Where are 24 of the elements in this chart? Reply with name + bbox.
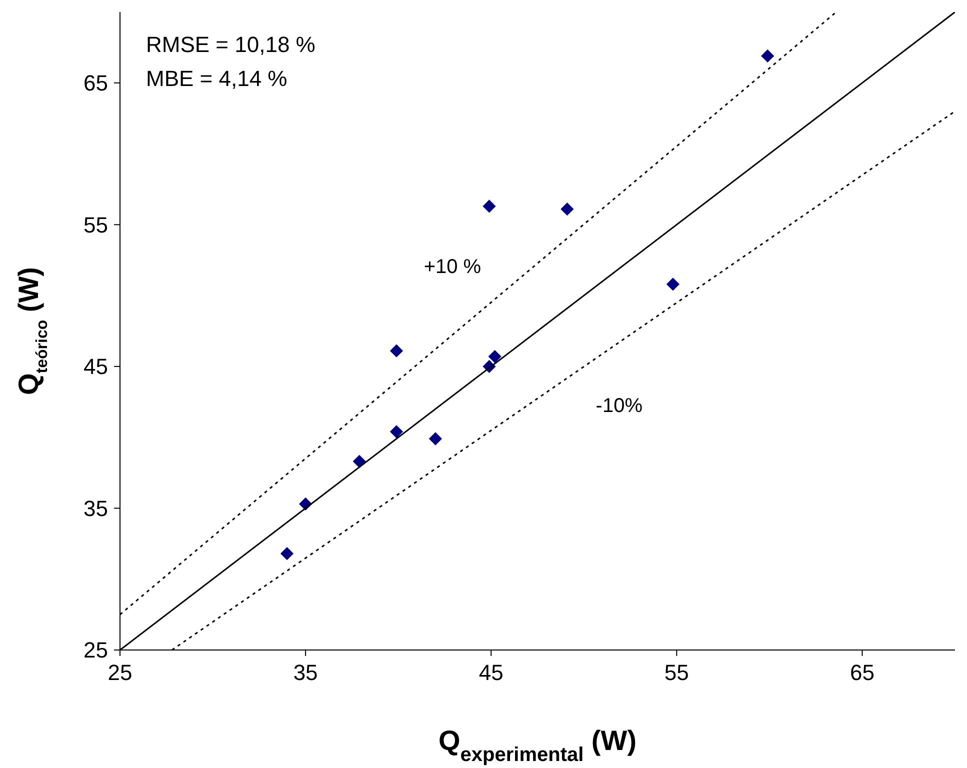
x-tick-label: 45 xyxy=(478,660,504,685)
y-tick-label: 55 xyxy=(84,212,108,238)
annotation: MBE = 4,14 % xyxy=(146,66,288,91)
x-axis-title: Q$_{experimental}$ (W) xyxy=(438,725,637,766)
x-tick-label: 55 xyxy=(664,660,689,685)
point xyxy=(761,49,774,63)
point xyxy=(428,432,442,446)
point xyxy=(482,200,496,213)
point xyxy=(560,202,574,216)
annotation: RMSE = 10,18 % xyxy=(146,32,316,57)
point xyxy=(488,350,502,364)
x-tick-label: 35 xyxy=(293,660,318,685)
point xyxy=(666,278,680,291)
point xyxy=(390,344,404,358)
x-tick-label: 25 xyxy=(108,660,132,685)
y-tick-label: 65 xyxy=(84,70,108,96)
series-label: +10 % xyxy=(424,256,482,278)
y-tick-label: 45 xyxy=(84,354,108,380)
point xyxy=(390,425,404,438)
y-tick-label: 35 xyxy=(84,496,108,521)
x-tick-label: 65 xyxy=(850,660,874,685)
y-tick-label: 25 xyxy=(84,638,108,663)
point xyxy=(280,547,294,560)
series-label: -10% xyxy=(596,394,643,417)
